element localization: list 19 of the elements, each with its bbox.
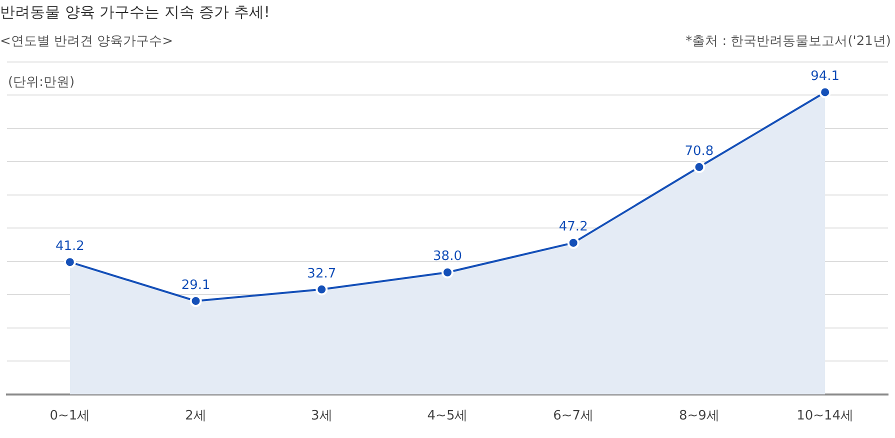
- data-label: 70.8: [684, 144, 714, 159]
- data-label: 29.1: [181, 278, 210, 293]
- chart-title: 반려동물 양육 가구수는 지속 증가 추세!: [0, 3, 270, 22]
- x-tick-label: 0~1세: [50, 408, 90, 424]
- point: [693, 161, 706, 174]
- data-label: 41.2: [55, 238, 84, 254]
- x-tick-label: 2세: [185, 408, 206, 424]
- data-label: 38.0: [433, 249, 462, 264]
- chart-subtitle: <연도별 반려견 양육가구수>: [0, 33, 174, 50]
- data-label: 47.2: [558, 220, 588, 235]
- x-tick-label: 4~5세: [427, 408, 468, 424]
- x-tick-label: 10~14세: [796, 408, 854, 424]
- y-axis-title: (단위:만원): [8, 74, 75, 91]
- x-tick-label: 8~9세: [678, 408, 720, 424]
- data-label: 32.7: [307, 266, 336, 282]
- x-tick-label: 6~7세: [553, 408, 594, 424]
- text: *출처 : 한국반려동물보고서('21년): [686, 33, 891, 50]
- x-tick-label: 3세: [311, 408, 332, 424]
- data-label: 94.1: [810, 69, 840, 84]
